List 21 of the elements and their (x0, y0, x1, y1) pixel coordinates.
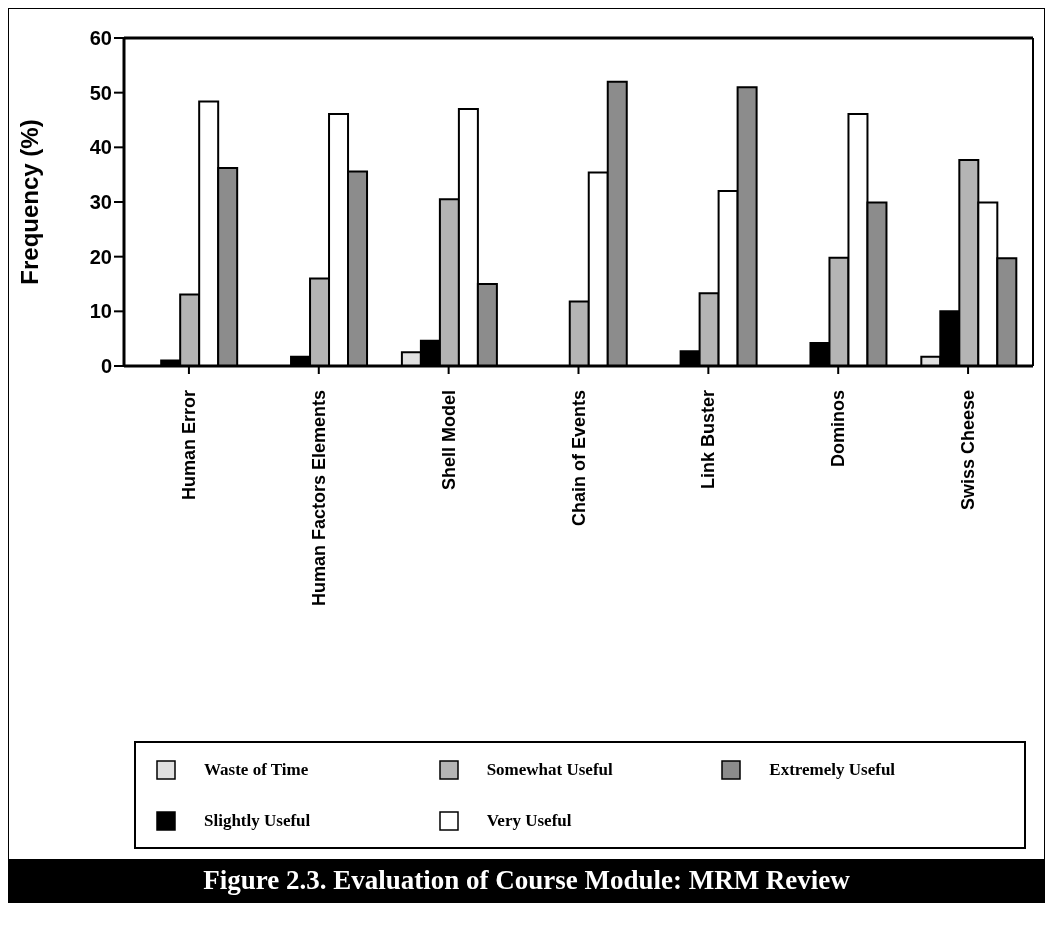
x-tick-label: Shell Model (438, 390, 459, 491)
x-tick-label: Dominos (828, 390, 849, 468)
x-tick-label: Chain of Events (568, 390, 589, 527)
x-tick-label: Human Error (178, 390, 199, 501)
x-tick-label: Link Buster (698, 390, 719, 490)
y-tick-label: 60 (89, 27, 112, 50)
y-tick-label: 50 (89, 81, 112, 104)
x-tick-label: Swiss Cheese (958, 390, 979, 511)
legend-label: Slightly Useful (204, 810, 311, 831)
y-axis-title: Frequency (%) (15, 119, 43, 285)
x-tick-label: Human Factors Elements (308, 390, 329, 607)
y-tick-label: 0 (100, 355, 112, 378)
y-tick-label: 30 (89, 191, 112, 214)
legend-label: Extremely Useful (769, 759, 896, 780)
y-tick-label: 40 (89, 136, 112, 159)
legend-label: Somewhat Useful (486, 759, 613, 780)
text: Figure 2.3. Evaluation of Course Module: MRM Review (9, 859, 1044, 902)
y-tick-label: 20 (89, 245, 112, 268)
y-tick-label: 10 (89, 300, 112, 323)
legend-label: Waste of Time (204, 759, 309, 780)
legend-label: Very Useful (486, 810, 572, 831)
